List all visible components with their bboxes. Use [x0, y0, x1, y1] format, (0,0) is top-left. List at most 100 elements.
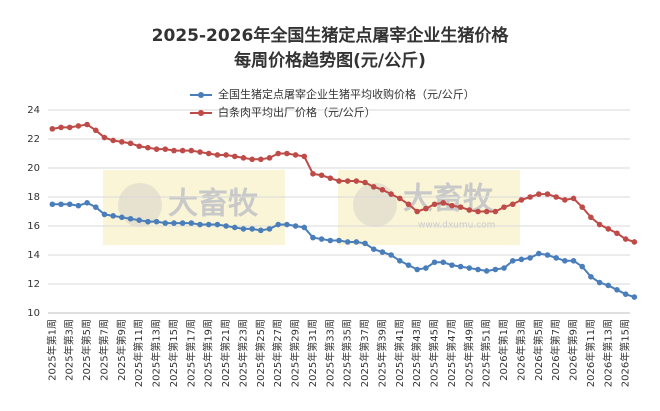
x-tick-label: 2025年第19周 [202, 319, 215, 387]
watermark-logo [353, 183, 397, 227]
point [579, 263, 586, 270]
point [145, 144, 151, 151]
point [562, 258, 568, 264]
point [205, 150, 212, 157]
point [605, 226, 612, 232]
x-tick-label: 2025年第13周 [150, 319, 163, 387]
point [397, 195, 403, 202]
point [110, 213, 116, 219]
point [414, 266, 420, 273]
point [362, 240, 368, 247]
y-tick-label: 14 [27, 250, 40, 261]
point [145, 218, 151, 225]
point [362, 179, 368, 186]
point [344, 178, 351, 184]
point [588, 214, 594, 221]
x-tick-label: 2025年第43周 [410, 319, 423, 387]
point [388, 191, 394, 197]
point [101, 211, 108, 218]
x-tick-label: 2025年第39周 [375, 319, 388, 387]
x-tick-label: 2025年第11周 [132, 319, 145, 387]
point [457, 263, 464, 270]
point [214, 152, 221, 158]
point [188, 147, 195, 154]
point [353, 178, 360, 184]
point [631, 294, 638, 300]
point [231, 224, 238, 231]
x-tick-label: 2025年第45周 [428, 319, 441, 387]
point [153, 146, 160, 152]
point [553, 255, 559, 261]
point [423, 205, 429, 212]
point [258, 156, 264, 163]
point [205, 221, 212, 228]
point [188, 220, 195, 226]
point [509, 201, 516, 208]
point [588, 273, 594, 280]
point [66, 201, 73, 208]
point [379, 186, 386, 193]
point [75, 202, 82, 209]
point [570, 195, 577, 202]
point [197, 221, 203, 228]
point [301, 224, 308, 231]
point [223, 223, 229, 229]
point [92, 204, 99, 210]
point [562, 197, 568, 203]
point [570, 258, 577, 264]
point [318, 236, 325, 242]
y-tick-label: 22 [27, 134, 40, 145]
point [310, 234, 316, 241]
legend-label: 全国生猪定点屠宰企业生猪平均收购价格（元/公斤） [218, 87, 475, 101]
point [318, 172, 325, 179]
point [466, 265, 473, 271]
point [292, 223, 299, 229]
point [509, 258, 516, 264]
y-tick-label: 24 [27, 105, 40, 116]
point [127, 140, 134, 147]
point [405, 201, 412, 208]
point [492, 266, 499, 273]
point [249, 156, 255, 163]
point [596, 279, 603, 286]
point [353, 239, 360, 245]
x-tick-label: 2025年第33周 [323, 319, 336, 387]
point [136, 143, 143, 150]
point [466, 207, 473, 213]
point [614, 230, 620, 237]
x-tick-label: 2026年第5周 [532, 319, 545, 381]
point [101, 134, 108, 141]
x-tick-label: 2026年第7周 [549, 319, 562, 381]
x-tick-label: 2025年第51周 [480, 319, 493, 387]
point [58, 201, 64, 208]
x-tick-label: 2026年第9周 [567, 319, 580, 381]
x-tick-label: 2026年第1周 [497, 319, 510, 381]
x-tick-label: 2025年第41周 [393, 319, 406, 387]
point [275, 221, 281, 228]
legend-marker [198, 110, 204, 116]
point [431, 201, 438, 208]
x-tick-label: 2025年第31周 [306, 319, 319, 387]
legend-label: 白条肉平均出厂价格（元/公斤） [218, 105, 376, 119]
point [162, 220, 169, 226]
point [84, 121, 90, 128]
x-tick-label: 2025年第27周 [271, 319, 284, 387]
point [344, 239, 351, 245]
point [631, 239, 638, 245]
point [544, 252, 551, 258]
x-tick-label: 2025年第29周 [289, 319, 302, 387]
point [231, 153, 238, 160]
point [171, 220, 177, 226]
point [501, 265, 507, 271]
point [423, 265, 429, 271]
point [492, 208, 499, 215]
y-tick-label: 20 [27, 163, 40, 174]
point [622, 236, 629, 242]
point [527, 255, 533, 261]
x-tick-label: 2025年第37周 [358, 319, 371, 387]
point [518, 197, 525, 203]
x-tick-label: 2026年第3周 [514, 319, 527, 381]
point [110, 137, 116, 144]
point [179, 220, 186, 226]
